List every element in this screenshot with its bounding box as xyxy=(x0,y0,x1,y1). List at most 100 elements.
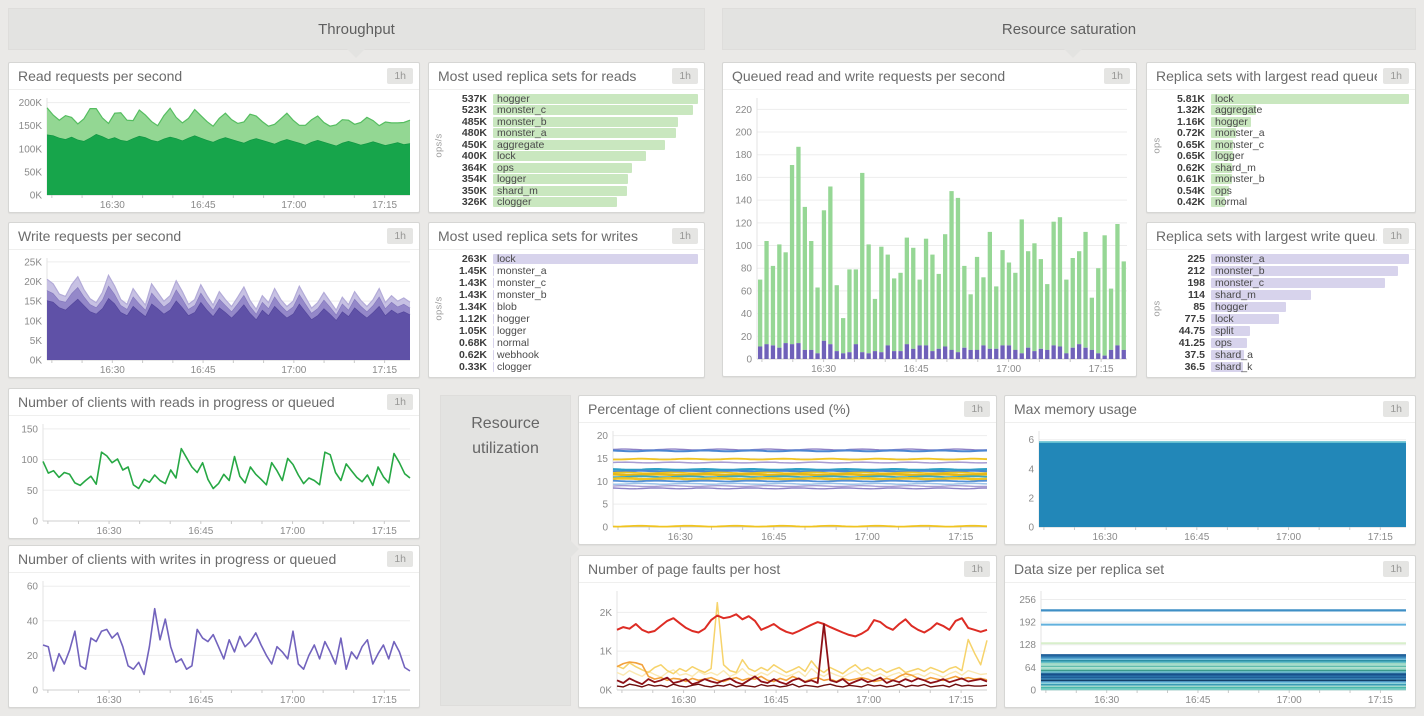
bar-row[interactable]: 1.43K monster_c xyxy=(443,277,698,289)
bar-row[interactable]: 36.5 shard_k xyxy=(1161,361,1409,373)
bar-row[interactable]: 5.81K lock xyxy=(1161,93,1409,105)
timeframe-badge[interactable]: 1h xyxy=(387,227,413,245)
bar-row[interactable]: 0.42K normal xyxy=(1161,196,1409,208)
connections-used-chart[interactable]: 0 5 10 15 20 16:30 16:45 17:00 17:15 xyxy=(579,423,996,544)
bar-row[interactable]: 37.5 shard_a xyxy=(1161,349,1409,361)
bar-row[interactable]: 364K ops xyxy=(443,162,698,174)
bar-row[interactable]: 77.5 lock xyxy=(1161,313,1409,325)
bar-track: hogger xyxy=(1211,301,1409,313)
timeframe-badge[interactable]: 1h xyxy=(1383,400,1409,418)
svg-text:16:30: 16:30 xyxy=(671,695,696,706)
bar-row[interactable]: 0.62K shard_m xyxy=(1161,162,1409,174)
bar-label: lock xyxy=(497,150,516,163)
bar-row[interactable]: 0.61K monster_b xyxy=(1161,173,1409,186)
bar-row[interactable]: 354K logger xyxy=(443,173,698,185)
bar-row[interactable]: 198 monster_c xyxy=(1161,277,1409,289)
svg-text:40: 40 xyxy=(741,309,753,320)
bar-row[interactable]: 485K monster_b xyxy=(443,116,698,128)
bar-row[interactable]: 0.54K ops xyxy=(1161,185,1409,197)
bar xyxy=(493,185,627,196)
bar-track: monster_c xyxy=(493,277,698,289)
read-queues-barlist[interactable]: 5.81K lock 1.32K aggregate 1.16K hogger 0.72K m… xyxy=(1147,90,1415,212)
bar-row[interactable]: 1.43K monster_b xyxy=(443,289,698,301)
page-faults-chart[interactable]: 0K 1K 2K 16:30 16:45 17:00 17:15 xyxy=(579,583,996,707)
bar-row[interactable]: 41.25 ops xyxy=(1161,337,1409,349)
bar-value: 350K xyxy=(461,184,487,197)
bar-row[interactable]: 400K lock xyxy=(443,150,698,163)
bar-row[interactable]: 0.65K logger xyxy=(1161,150,1409,162)
bar-track: shard_m xyxy=(1211,289,1409,301)
timeframe-badge[interactable]: 1h xyxy=(964,560,990,578)
reads-top-barlist[interactable]: 537K hogger 523K monster_c 485K monster_b 480K… xyxy=(429,90,704,212)
write-queues-barlist[interactable]: 225 monster_a 212 monster_b 198 monster_c 114 s… xyxy=(1147,250,1415,377)
read-requests-chart[interactable]: 0K 50K 100K 150K 200K 16:30 16:45 17:00 17:15 xyxy=(9,90,419,212)
bar-row[interactable]: 114 shard_m xyxy=(1161,289,1409,301)
bar-value: 1.32K xyxy=(1176,104,1205,117)
bar xyxy=(1211,265,1398,277)
queued-requests-chart[interactable]: 0 20 40 60 80 100 120 140 160 180 200 220 16:30 16:45… xyxy=(723,90,1136,376)
bar-row[interactable]: 0.72K monster_a xyxy=(1161,127,1409,139)
bar-row[interactable]: 1.05K logger xyxy=(443,325,698,337)
bar-value: 0.62K xyxy=(458,349,487,361)
timeframe-badge[interactable]: 1h xyxy=(964,400,990,418)
timeframe-badge[interactable]: 1h xyxy=(1383,227,1409,245)
svg-text:220: 220 xyxy=(735,105,752,116)
svg-text:64: 64 xyxy=(1025,663,1037,674)
write-requests-chart[interactable]: 0K 5K 10K 15K 20K 25K 16:30 16:45 17:00 17:15 xyxy=(9,250,419,377)
bar-row[interactable]: 1.16K hogger xyxy=(1161,116,1409,128)
bar-label: clogger xyxy=(497,196,532,209)
clients-writes-chart[interactable]: 0 20 40 60 16:30 16:45 17:00 17:15 xyxy=(9,573,419,707)
bar-row[interactable]: 0.62K webhook xyxy=(443,349,698,361)
data-size-chart[interactable]: 0 64 128 192 256 16:30 16:45 17:00 17:15 xyxy=(1005,583,1415,707)
bar-row[interactable]: 225 monster_a xyxy=(1161,253,1409,265)
bar xyxy=(1211,325,1251,337)
timeframe-badge[interactable]: 1h xyxy=(672,67,698,85)
bar-row[interactable]: 0.68K normal xyxy=(443,337,698,349)
panel-header: Most used replica sets for reads 1h xyxy=(429,63,704,90)
bar-value: 0.61K xyxy=(1176,173,1205,186)
bar-row[interactable]: 1.32K aggregate xyxy=(1161,104,1409,117)
timeframe-badge[interactable]: 1h xyxy=(1383,67,1409,85)
svg-text:0: 0 xyxy=(602,523,608,534)
svg-text:192: 192 xyxy=(1019,618,1036,629)
bar-value: 41.25 xyxy=(1178,337,1205,349)
bar-row[interactable]: 44.75 split xyxy=(1161,325,1409,337)
bar-row[interactable]: 0.65K monster_c xyxy=(1161,139,1409,151)
bar-row[interactable]: 350K shard_m xyxy=(443,185,698,197)
svg-text:16:30: 16:30 xyxy=(100,365,125,376)
bar-track: monster_b xyxy=(493,116,698,128)
timeframe-badge[interactable]: 1h xyxy=(1383,560,1409,578)
bar xyxy=(1211,337,1248,349)
bar-row[interactable]: 1.12K hogger xyxy=(443,313,698,325)
clients-reads-chart[interactable]: 0 50 100 150 16:30 16:45 17:00 17:15 xyxy=(9,416,419,538)
writes-top-barlist[interactable]: 263K lock 1.45K monster_a 1.43K monster_c 1.43… xyxy=(429,250,704,377)
bar-row[interactable]: 1.45K monster_a xyxy=(443,265,698,277)
panel-max-memory-usage: Max memory usage 1h 0 2 4 6 16:30 16:45 17:00 1… xyxy=(1004,395,1416,545)
bar-track: shard_a xyxy=(1211,349,1409,361)
svg-text:17:00: 17:00 xyxy=(280,526,305,537)
bar xyxy=(493,174,629,185)
bar-row[interactable]: 1.34K blob xyxy=(443,301,698,313)
bar-row[interactable]: 85 hogger xyxy=(1161,301,1409,313)
bar-track: monster_b xyxy=(1211,173,1409,185)
timeframe-badge[interactable]: 1h xyxy=(387,67,413,85)
svg-text:10K: 10K xyxy=(24,316,42,327)
timeframe-badge[interactable]: 1h xyxy=(387,550,413,568)
bar-row[interactable]: 326K clogger xyxy=(443,196,698,209)
bar-row[interactable]: 523K monster_c xyxy=(443,104,698,116)
timeframe-badge[interactable]: 1h xyxy=(1104,67,1130,85)
bar-value: 1.43K xyxy=(458,277,487,289)
bar-row[interactable]: 0.33K clogger xyxy=(443,361,698,373)
bar-row[interactable]: 450K aggregate xyxy=(443,139,698,151)
bar-label: hogger xyxy=(497,92,530,105)
bar-row[interactable]: 537K hogger xyxy=(443,93,698,105)
bar-row[interactable]: 263K lock xyxy=(443,253,698,265)
svg-text:17:15: 17:15 xyxy=(372,695,397,706)
timeframe-badge[interactable]: 1h xyxy=(672,227,698,245)
timeframe-badge[interactable]: 1h xyxy=(387,393,413,411)
bar-row[interactable]: 480K monster_a xyxy=(443,127,698,139)
svg-text:128: 128 xyxy=(1019,640,1036,651)
bar-row[interactable]: 212 monster_b xyxy=(1161,265,1409,277)
max-memory-chart[interactable]: 0 2 4 6 16:30 16:45 17:00 17:15 xyxy=(1005,423,1415,544)
bar xyxy=(493,289,495,301)
